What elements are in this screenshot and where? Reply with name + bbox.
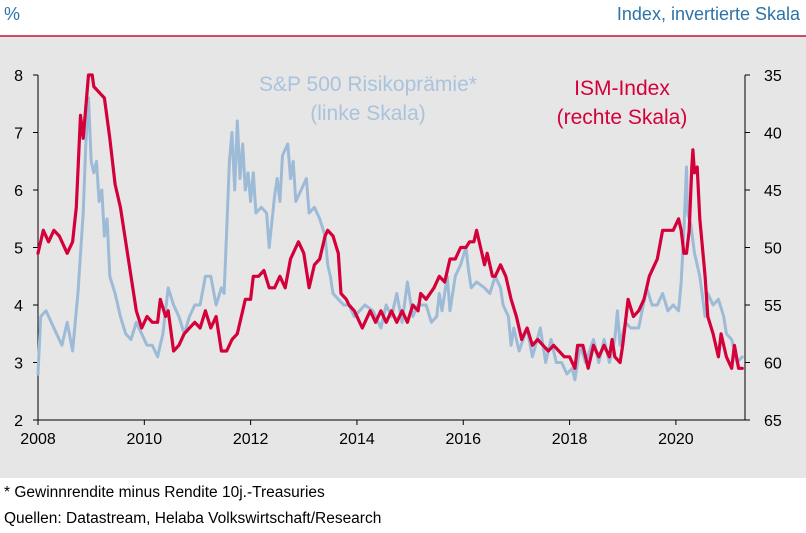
x-tick-label: 2010 [127, 431, 163, 448]
left-y-tick-label: 8 [14, 68, 23, 85]
risk-premium-annotation: S&P 500 Risikoprämie* [259, 73, 477, 96]
footnote-definition: * Gewinnrendite minus Rendite 10j.-Treas… [4, 484, 325, 501]
left-y-tick-label: 2 [14, 413, 23, 430]
right-y-tick-label: 40 [764, 126, 782, 143]
x-tick-label: 2012 [233, 431, 269, 448]
right-y-tick-label: 35 [764, 68, 782, 85]
right-y-tick-label: 50 [764, 241, 782, 258]
x-tick-label: 2020 [658, 431, 694, 448]
left-y-tick-label: 5 [14, 241, 23, 258]
x-tick-label: 2018 [552, 431, 588, 448]
ism-index-annotation: (rechte Skala) [557, 106, 688, 129]
left-y-tick-label: 6 [14, 183, 23, 200]
right-y-tick-label: 45 [764, 183, 782, 200]
x-tick-label: 2008 [20, 431, 56, 448]
right-y-tick-label: 65 [764, 413, 782, 430]
x-tick-label: 2014 [339, 431, 375, 448]
right-axis-unit: Index, invertierte Skala [616, 4, 800, 24]
footnote-sources: Quellen: Datastream, Helaba Volkswirtsch… [4, 510, 382, 527]
left-axis-unit: % [4, 4, 21, 24]
plot-background [0, 36, 806, 478]
right-y-tick-label: 60 [764, 356, 782, 373]
right-y-tick-label: 55 [764, 298, 782, 315]
x-tick-label: 2016 [445, 431, 481, 448]
ism-index-line [36, 73, 744, 370]
ism-index-annotation: ISM-Index [574, 77, 670, 100]
left-y-tick-label: 7 [14, 126, 23, 143]
left-y-tick-label: 4 [14, 298, 23, 315]
left-y-tick-label: 3 [14, 356, 23, 373]
risk-premium-line [36, 96, 744, 382]
risk-premium-annotation: (linke Skala) [310, 102, 426, 125]
